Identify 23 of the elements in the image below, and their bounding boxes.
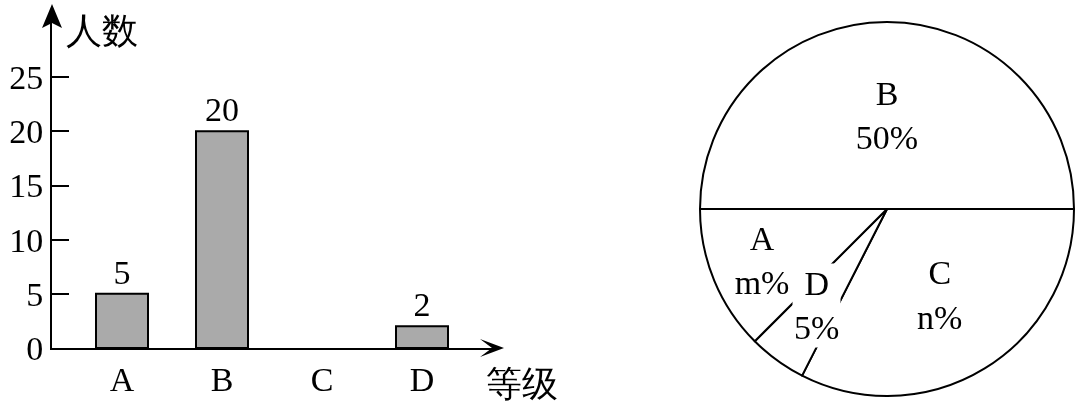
data-label: 50% (855, 119, 919, 157)
y-tick-label: 15 (9, 167, 44, 205)
slice-label: A (749, 220, 775, 258)
slice-label: B (875, 74, 899, 112)
x-tick-label: C (310, 360, 334, 398)
x-axis-title: 等级 (486, 364, 558, 404)
slice-label: C (928, 254, 952, 292)
data-label: m% (734, 264, 790, 302)
x-tick-label: A (109, 360, 135, 398)
data-label: n% (917, 298, 963, 336)
data-label: 5 (113, 253, 131, 291)
y-tick-label: 10 (9, 221, 44, 259)
y-axis-title: 人数 (66, 11, 138, 51)
y-tick-label: 20 (9, 113, 44, 151)
y-tick-label: 25 (9, 59, 44, 97)
x-tick-label: D (409, 360, 435, 398)
data-label: 20 (205, 91, 239, 129)
y-tick-label: 5 (26, 275, 44, 313)
slice-label: D (804, 265, 829, 302)
x-tick-label: B (210, 360, 234, 398)
y-tick-label: 0 (26, 329, 44, 367)
data-label: 5% (794, 309, 840, 347)
data-label: 2 (413, 286, 431, 324)
